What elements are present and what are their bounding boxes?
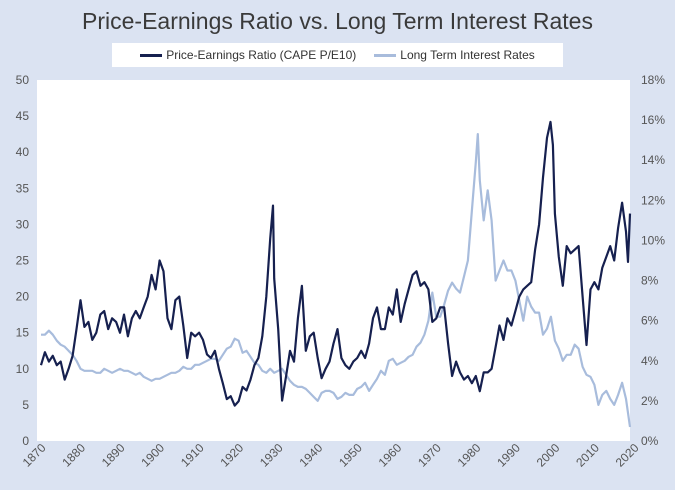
left-tick-label: 5: [22, 398, 29, 412]
right-tick-label: 2%: [641, 394, 659, 408]
x-tick-label: 1930: [257, 441, 286, 470]
x-tick-label: 1910: [178, 441, 207, 470]
chart-title: Price-Earnings Ratio vs. Long Term Inter…: [82, 8, 593, 34]
x-tick-label: 1880: [59, 441, 88, 470]
x-tick-label: 1960: [376, 441, 405, 470]
left-tick-label: 20: [16, 290, 30, 304]
legend: Price-Earnings Ratio (CAPE P/E10) Long T…: [112, 43, 563, 67]
left-tick-label: 30: [16, 217, 30, 231]
series-line-pe-ratio: [39, 120, 632, 407]
legend-item-pe-ratio: Price-Earnings Ratio (CAPE P/E10): [140, 48, 356, 62]
x-tick-label: 1950: [336, 441, 365, 470]
left-tick-label: 40: [16, 145, 30, 159]
x-tick-label: 1920: [217, 441, 246, 470]
left-tick-label: 15: [16, 326, 30, 340]
right-tick-label: 12%: [641, 193, 665, 207]
left-tick-label: 10: [16, 362, 30, 376]
x-tick-label: 1990: [494, 441, 523, 470]
x-tick-label: 1940: [297, 441, 326, 470]
right-tick-label: 4%: [641, 354, 659, 368]
left-tick-label: 50: [16, 73, 30, 87]
x-tick-label: 1980: [455, 441, 484, 470]
x-tick-label: 1890: [99, 441, 128, 470]
x-tick-label: 1970: [415, 441, 444, 470]
x-tick-label: 2010: [573, 441, 602, 470]
right-tick-label: 0%: [641, 434, 659, 448]
left-axis: 0 5 10 15 20 25 30 35 40 45 50: [16, 73, 30, 448]
x-axis: 1870 1880 1890 1900 1910 1920 1930 1940 1950 1960…: [20, 441, 642, 470]
right-tick-label: 16%: [641, 113, 665, 127]
right-tick-label: 10%: [641, 233, 665, 247]
left-tick-label: 25: [16, 254, 30, 268]
left-tick-label: 0: [22, 434, 29, 448]
legend-item-interest-rates: Long Term Interest Rates: [374, 48, 535, 62]
right-tick-label: 8%: [641, 274, 659, 288]
x-tick-label: 2020: [613, 441, 642, 470]
legend-swatch-interest-rates: [374, 53, 397, 57]
x-tick-label: 1900: [138, 441, 167, 470]
series-line-interest-rates: [41, 133, 632, 428]
legend-swatch-pe-ratio: [140, 53, 163, 57]
right-tick-label: 14%: [641, 153, 665, 167]
left-tick-label: 45: [16, 109, 30, 123]
legend-label-interest-rates: Long Term Interest Rates: [400, 48, 535, 62]
right-axis: 0% 2% 4% 6% 8% 10% 12% 14% 16% 18%: [641, 73, 665, 448]
legend-label-pe-ratio: Price-Earnings Ratio (CAPE P/E10): [166, 48, 357, 62]
right-tick-label: 18%: [641, 73, 665, 87]
x-tick-label: 2000: [534, 441, 563, 470]
right-tick-label: 6%: [641, 314, 659, 328]
left-tick-label: 35: [16, 181, 30, 195]
plot-area: [37, 80, 630, 441]
series-layer: [39, 120, 632, 428]
